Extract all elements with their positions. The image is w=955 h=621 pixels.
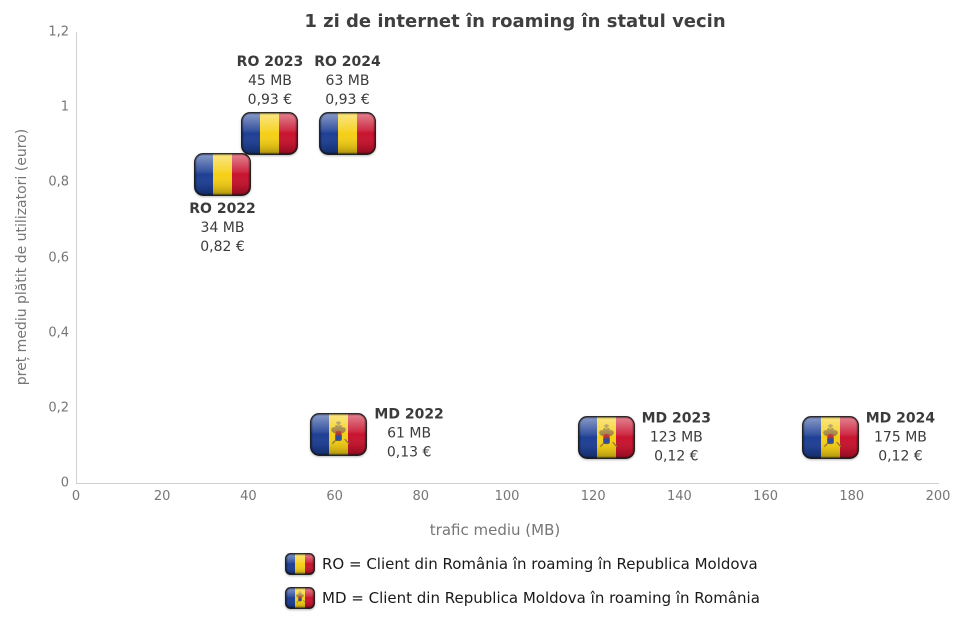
x-tick-label: 40	[240, 489, 257, 504]
point-price-value: 0,13 €	[386, 444, 432, 461]
moldovan-flag-icon	[285, 587, 315, 609]
data-point-label-RO-2022: RO 2022 34 MB 0,82 €	[189, 200, 256, 257]
data-point-MD-2024	[801, 416, 859, 460]
data-point-RO-2022	[194, 153, 252, 197]
point-name: RO 2024	[314, 53, 381, 70]
legend-text: MD = Client din Republica Moldova în roa…	[322, 589, 760, 607]
y-tick-label: 1,2	[48, 24, 69, 40]
data-point-MD-2023	[577, 416, 635, 460]
legend-item-md: MD = Client din Republica Moldova în roa…	[285, 587, 760, 609]
point-name: RO 2023	[236, 53, 304, 70]
data-point-RO-2023	[241, 111, 299, 155]
romanian-flag-icon	[285, 553, 315, 575]
x-tick-label: 180	[839, 489, 865, 504]
x-axis-title: trafic mediu (MB)	[429, 521, 561, 539]
point-price-value: 0,93 €	[247, 91, 293, 108]
y-tick-label: 0,8	[48, 174, 69, 190]
data-point-RO-2024	[319, 111, 377, 155]
point-price-value: 0,82 €	[200, 239, 245, 256]
x-tick-label: 160	[753, 489, 779, 504]
data-point-label-MD-2024: MD 2024 175 MB 0,12 €	[866, 409, 935, 466]
data-point-MD-2022	[310, 412, 368, 456]
y-tick-label: 0,4	[48, 325, 69, 341]
romanian-flag-icon	[319, 111, 377, 155]
y-tick-label: 0	[60, 475, 69, 491]
point-traffic-value: 61 MB	[387, 425, 432, 442]
point-name: MD 2024	[865, 410, 936, 427]
data-point-label-MD-2022: MD 2022 61 MB 0,13 €	[374, 406, 443, 463]
romanian-flag-icon	[194, 153, 252, 197]
point-traffic-value: 45 MB	[247, 72, 292, 89]
moldovan-flag-icon	[577, 416, 635, 460]
point-traffic-value: 175 MB	[874, 429, 927, 446]
point-name: MD 2023	[641, 410, 712, 427]
data-point-label-RO-2023: RO 2023 45 MB 0,93 €	[237, 53, 304, 110]
x-tick-label: 80	[412, 489, 430, 504]
point-traffic-value: 34 MB	[200, 220, 245, 237]
y-tick-label: 1	[60, 99, 69, 115]
point-price-value: 0,93 €	[325, 91, 370, 108]
x-tick-label: 120	[580, 489, 606, 504]
data-point-label-RO-2024: RO 2024 63 MB 0,93 €	[314, 53, 381, 110]
x-tick-label: 140	[666, 489, 692, 504]
y-tick-label: 0,2	[48, 400, 69, 416]
x-tick-label: 100	[494, 489, 520, 504]
legend-text: RO = Client din România în roaming în Re…	[322, 555, 758, 573]
y-axis-title: preț mediu plătit de utilizatori (euro)	[14, 128, 30, 386]
x-tick-label: 20	[153, 489, 171, 504]
x-tick-label: 60	[326, 489, 343, 504]
legend-item-ro: RO = Client din România în roaming în Re…	[285, 553, 758, 575]
point-price-value: 0,12 €	[878, 448, 923, 465]
x-tick-label: 0	[71, 489, 81, 504]
data-point-label-MD-2023: MD 2023 123 MB 0,12 €	[642, 409, 711, 466]
point-traffic-value: 63 MB	[325, 72, 370, 89]
moldovan-flag-icon	[310, 412, 368, 456]
chart-title: 1 zi de internet în roaming în statul ve…	[304, 11, 726, 32]
point-name: MD 2022	[374, 406, 444, 423]
point-price-value: 0,12 €	[654, 448, 699, 465]
point-traffic-value: 123 MB	[649, 429, 703, 446]
x-tick-label: 200	[925, 489, 951, 504]
moldovan-flag-icon	[801, 416, 859, 460]
point-name: RO 2022	[189, 201, 256, 218]
y-tick-label: 0,6	[48, 250, 69, 265]
romanian-flag-icon	[241, 111, 299, 155]
plot-area	[76, 32, 939, 484]
